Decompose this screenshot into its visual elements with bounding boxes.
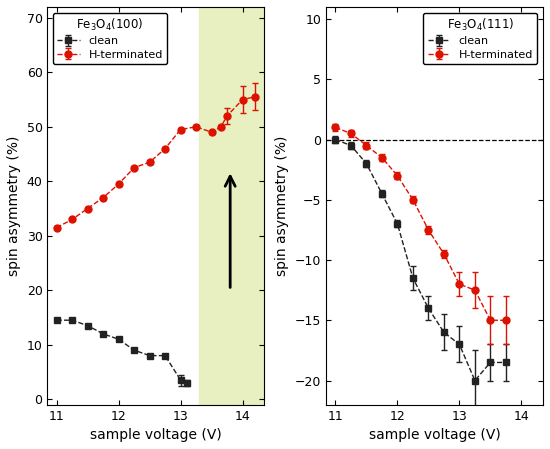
Bar [199,7,264,405]
Y-axis label: spin asymmetry (%): spin asymmetry (%) [276,136,289,276]
X-axis label: sample voltage (V): sample voltage (V) [368,428,500,442]
X-axis label: sample voltage (V): sample voltage (V) [90,428,222,442]
Legend: clean, H-terminated: clean, H-terminated [53,13,167,64]
Y-axis label: spin asymmetry (%): spin asymmetry (%) [7,136,21,276]
Legend: clean, H-terminated: clean, H-terminated [423,13,537,64]
